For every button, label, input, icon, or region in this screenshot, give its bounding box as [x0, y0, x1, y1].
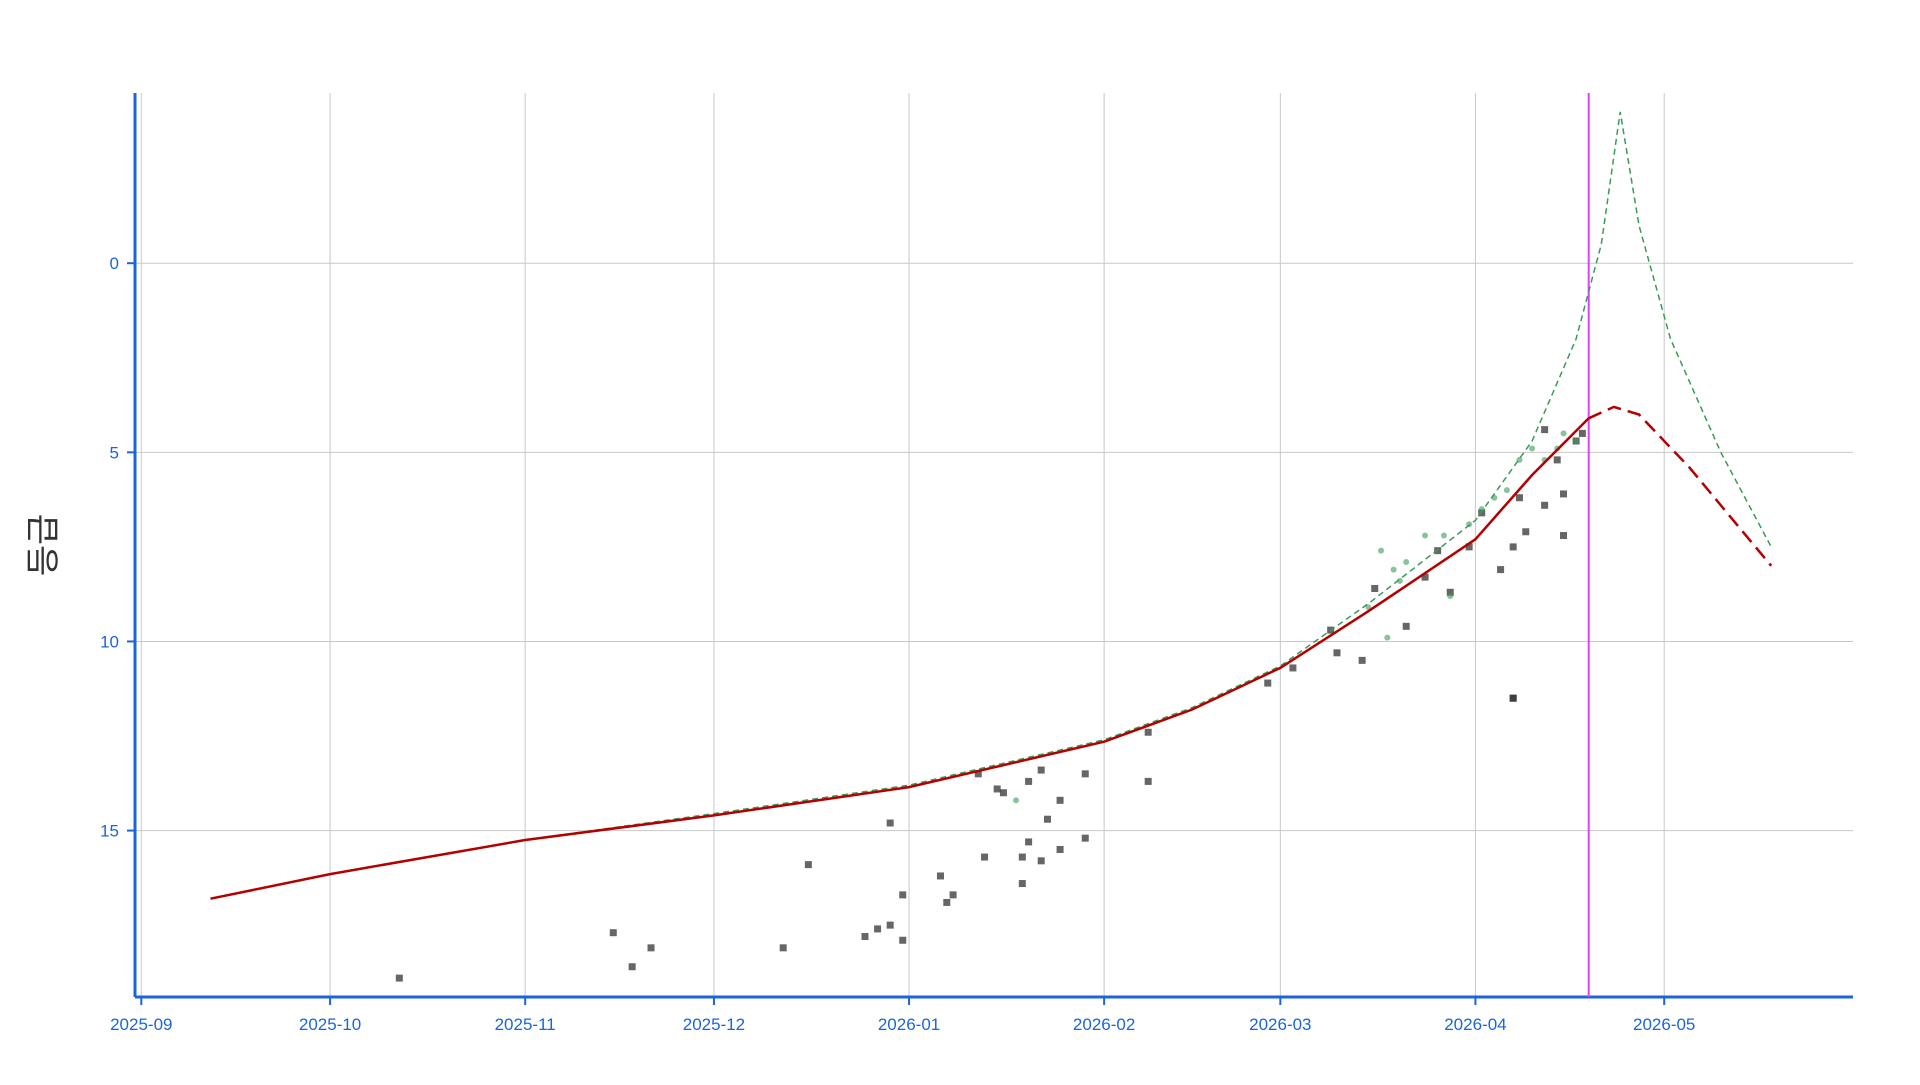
data-point — [1515, 494, 1523, 502]
data-point — [1509, 694, 1517, 702]
data-point — [647, 944, 655, 952]
data-point — [1289, 664, 1297, 672]
data-point — [899, 936, 907, 944]
x-tick-label: 2026-04 — [1444, 1015, 1506, 1034]
data-point — [937, 872, 945, 880]
data-point — [779, 944, 787, 952]
fit-line — [1588, 405, 1773, 567]
data-point — [1421, 573, 1429, 581]
data-point — [1081, 834, 1089, 842]
data-point — [609, 929, 617, 937]
data-point — [1018, 853, 1026, 861]
data-point — [1371, 584, 1379, 592]
data-point — [1560, 430, 1567, 437]
x-tick-label: 2025-09 — [110, 1015, 172, 1034]
data-point — [1384, 634, 1391, 641]
data-point — [1578, 429, 1586, 437]
data-point — [395, 974, 403, 982]
data-point — [993, 785, 1001, 793]
x-tick-label: 2026-01 — [878, 1015, 940, 1034]
data-point — [628, 963, 636, 971]
x-tick-label: 2025-11 — [495, 1015, 556, 1034]
data-point — [1043, 815, 1051, 823]
data-point — [1447, 593, 1454, 600]
data-point — [1056, 845, 1064, 853]
data-point — [1333, 649, 1341, 657]
data-point — [949, 891, 957, 899]
data-point — [1497, 566, 1505, 574]
data-point — [1264, 679, 1272, 687]
data-point — [1402, 622, 1410, 630]
data-point — [874, 925, 882, 933]
data-point — [899, 891, 907, 899]
data-point — [943, 898, 951, 906]
data-point — [886, 819, 894, 827]
data-point — [1037, 766, 1045, 774]
data-point — [1144, 777, 1152, 785]
y-axis-label: 등급 — [25, 514, 63, 577]
data-point — [1541, 426, 1549, 434]
data-point — [1553, 456, 1561, 464]
fit-line — [210, 111, 1772, 900]
data-point — [1018, 880, 1026, 888]
data-point — [1037, 857, 1045, 865]
data-point — [804, 861, 812, 869]
data-point — [1465, 543, 1473, 551]
data-point — [1081, 770, 1089, 778]
data-point — [1403, 559, 1410, 566]
data-point — [981, 853, 989, 861]
y-tick-label: 15 — [100, 822, 119, 841]
data-point — [1013, 797, 1020, 804]
data-point — [886, 921, 894, 929]
data-point — [974, 770, 982, 778]
data-point — [1025, 777, 1033, 785]
y-tick-label: 0 — [110, 254, 119, 273]
x-tick-label: 2026-03 — [1249, 1015, 1311, 1034]
data-point — [1440, 532, 1447, 539]
y-tick-label: 5 — [110, 443, 119, 462]
x-tick-label: 2025-10 — [299, 1015, 361, 1034]
data-point — [1573, 437, 1580, 444]
data-point — [1025, 838, 1033, 846]
data-point — [1144, 728, 1152, 736]
data-point — [1446, 588, 1454, 596]
data-point — [1378, 547, 1385, 554]
data-point — [999, 789, 1007, 797]
x-tick-label: 2025-12 — [683, 1015, 745, 1034]
y-tick-label: 10 — [100, 632, 119, 651]
x-tick-label: 2026-02 — [1073, 1015, 1135, 1034]
data-point — [1358, 656, 1366, 664]
data-point — [1503, 487, 1510, 494]
data-point — [1541, 501, 1549, 509]
fit-line — [210, 417, 1590, 900]
data-point — [1422, 532, 1429, 539]
x-tick-label: 2026-05 — [1633, 1015, 1695, 1034]
data-point — [1560, 490, 1568, 498]
data-point — [1056, 796, 1064, 804]
data-point — [1529, 445, 1536, 452]
data-point — [1522, 528, 1530, 536]
data-point — [1560, 532, 1568, 540]
data-point — [1509, 543, 1517, 551]
data-point — [861, 932, 869, 940]
data-point — [1390, 566, 1397, 573]
